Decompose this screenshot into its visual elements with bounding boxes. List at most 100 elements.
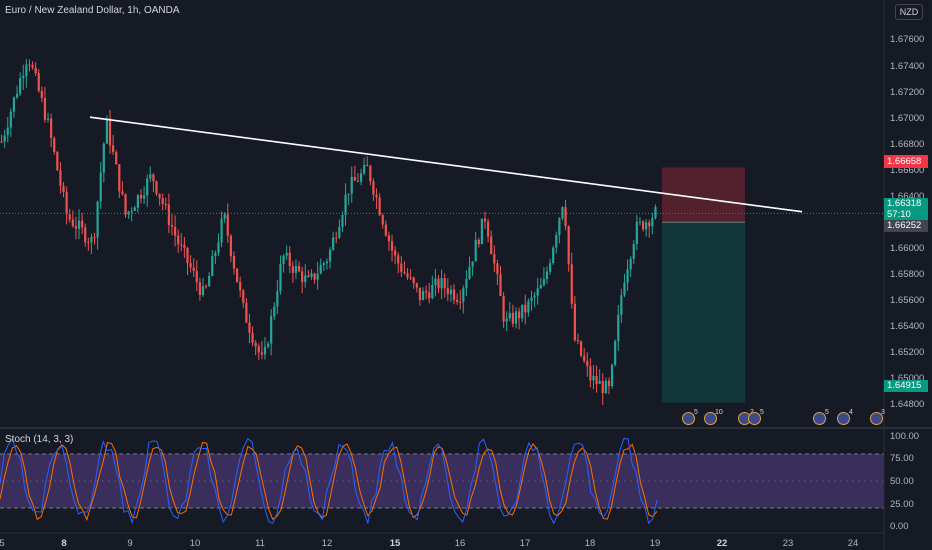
candles-layer (0, 59, 657, 405)
candle-countdown: 57:10 (887, 209, 911, 220)
price-tick: 1.66600 (890, 165, 925, 176)
candle-body (378, 197, 381, 216)
candle-body (31, 64, 34, 68)
candle-body (266, 343, 270, 347)
candle-body (74, 226, 78, 229)
price-tick: 1.67000 (890, 113, 925, 124)
candle-body (96, 201, 99, 238)
candle-body (84, 227, 87, 243)
stochastic-layer (0, 437, 884, 525)
news-event-icon[interactable] (748, 412, 761, 425)
price-tick: 1.65200 (890, 347, 925, 358)
candle-body (143, 195, 146, 199)
candle-body (248, 322, 251, 333)
time-tick: 10 (189, 538, 201, 549)
candle-body (431, 285, 434, 299)
candle-body (322, 263, 325, 266)
candle-body (282, 255, 285, 265)
candle-body (437, 278, 440, 289)
price-tick: 1.67400 (890, 61, 925, 72)
indicator-title[interactable]: Stoch (14, 3, 3) (5, 434, 74, 445)
price-tick: 1.65800 (890, 269, 925, 280)
candle-body (626, 269, 629, 283)
candle-body (338, 226, 341, 238)
event-count: 5 (694, 409, 698, 416)
time-tick: 12 (321, 538, 333, 549)
candle-body (139, 194, 143, 199)
time-tick: 5 (0, 538, 5, 549)
price-tick: 1.65000 (890, 373, 925, 384)
time-tick: 19 (649, 538, 661, 549)
candle-body (68, 214, 71, 220)
candle-body (220, 218, 223, 243)
candle-body (552, 247, 555, 264)
candle-body (310, 273, 313, 277)
candle-body (71, 219, 74, 227)
current-price-value: 1.66318 (887, 198, 922, 209)
candle-body (434, 278, 437, 286)
candle-body (406, 273, 409, 278)
stoch-tick: 25.00 (890, 499, 914, 510)
candle-body (251, 332, 254, 343)
stoch-tick: 100.00 (890, 431, 920, 442)
candle-body (517, 311, 521, 319)
candle-body (614, 341, 617, 365)
symbol-title[interactable]: Euro / New Zealand Dollar, 1h, OANDA (5, 5, 180, 16)
candle-body (229, 235, 232, 257)
currency-badge[interactable]: NZD (895, 4, 923, 20)
stoch-d-line (0, 441, 658, 522)
news-event-icon[interactable] (870, 412, 883, 425)
candle-body (648, 222, 651, 227)
price-tick: 1.66400 (890, 191, 925, 202)
candle-body (201, 286, 205, 295)
candle-body (285, 252, 288, 256)
candle-body (403, 271, 406, 274)
entry-price-tag: 1.66252 (884, 220, 928, 232)
candle-body (347, 193, 350, 195)
stoch-k-line (0, 437, 658, 525)
candle-body (279, 264, 282, 292)
news-event-icon[interactable] (837, 412, 850, 425)
candle-body (46, 118, 50, 120)
candle-body (276, 291, 279, 307)
news-event-icon[interactable] (704, 412, 717, 425)
candle-body (459, 301, 462, 303)
candle-body (270, 316, 273, 344)
candle-body (586, 360, 589, 367)
candle-body (558, 218, 561, 235)
stoch-band (0, 454, 884, 508)
news-event-icon[interactable] (813, 412, 826, 425)
candle-body (195, 270, 198, 283)
candle-body (211, 256, 214, 276)
candle-body (56, 152, 59, 171)
candle-body (394, 250, 397, 256)
candle-body (474, 239, 477, 262)
news-event-icon[interactable] (682, 412, 695, 425)
candle-body (446, 288, 449, 295)
candle-body (198, 282, 201, 295)
candle-body (514, 311, 518, 324)
candle-body (186, 247, 189, 264)
candle-body (146, 178, 149, 196)
candle-body (130, 210, 133, 212)
candle-body (288, 252, 291, 267)
candle-body (465, 278, 468, 289)
candle-body (573, 303, 576, 341)
candle-body (418, 287, 422, 301)
candle-body (607, 380, 611, 387)
price-tick: 1.66800 (890, 139, 925, 150)
candle-body (533, 295, 536, 298)
candle-body (319, 265, 322, 274)
candle-body (34, 67, 37, 74)
candle-body (133, 207, 136, 211)
candle-body (629, 258, 632, 270)
candle-body (598, 381, 601, 384)
candle-body (477, 239, 480, 245)
candle-body (493, 254, 496, 264)
candle-body (536, 288, 539, 296)
candle-body (294, 265, 298, 273)
candle-body (542, 279, 545, 286)
candle-body (3, 135, 6, 142)
